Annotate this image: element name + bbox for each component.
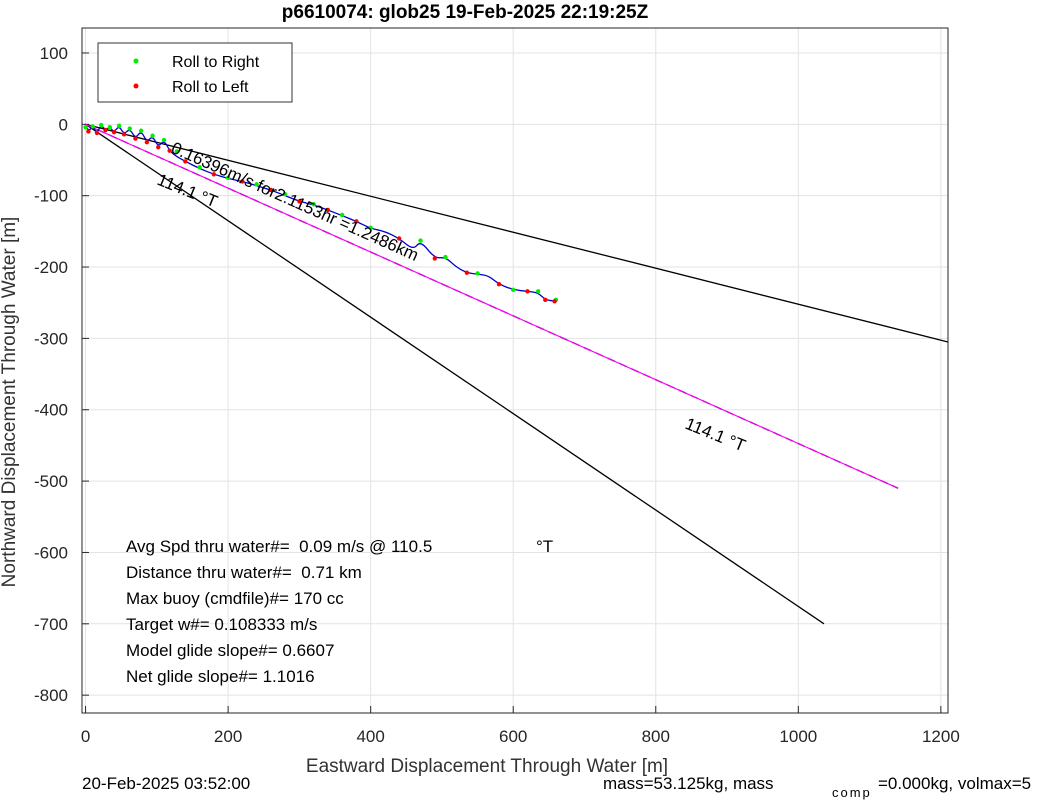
y-tick-label: 100 xyxy=(40,44,68,63)
roll-left-marker xyxy=(240,179,245,184)
roll-right-marker xyxy=(83,124,88,130)
roll-right-marker xyxy=(90,124,95,129)
grid xyxy=(82,28,948,713)
y-tick-label: -400 xyxy=(34,401,68,420)
footer-timestamp: 20-Feb-2025 03:52:00 xyxy=(82,774,250,793)
roll-left-marker xyxy=(183,159,188,164)
roll-right-marker xyxy=(282,192,288,197)
stat-max-buoy: Max buoy (cmdfile)#= 170 cc xyxy=(126,589,344,608)
roll-right-marker xyxy=(254,182,259,187)
legend-label-roll-left: Roll to Left xyxy=(172,79,249,96)
roll-right-marker xyxy=(99,122,104,128)
roll-right-marker xyxy=(418,238,423,243)
roll-right-marker xyxy=(116,123,122,128)
legend-box xyxy=(97,42,293,103)
roll-left-marker xyxy=(94,130,100,136)
roll-left-marker xyxy=(103,127,108,133)
roll-left-marker xyxy=(121,132,127,137)
x-tick-label: 400 xyxy=(356,727,384,746)
footer-mass-info: mass=53.125kg, mass xyxy=(603,774,774,793)
footer-volmax-info: =0.000kg, volmax=5 xyxy=(878,774,1031,793)
roll-right-marker xyxy=(368,225,373,230)
y-tick-label: -500 xyxy=(34,472,68,491)
heading-line-0 xyxy=(85,123,949,343)
roll-left-marker xyxy=(297,199,302,204)
y-tick-label: -800 xyxy=(34,686,68,705)
roll-left-marker xyxy=(111,129,117,135)
y-axis-label: Northward Displacement Through Water [m] xyxy=(0,217,20,588)
y-tick-label: -300 xyxy=(34,329,68,348)
roll-left-marker xyxy=(156,144,161,150)
roll-left-marker xyxy=(354,219,359,224)
roll-right-marker xyxy=(311,202,316,207)
axes-border xyxy=(81,27,949,714)
roll-left-marker xyxy=(268,187,274,193)
roll-right-marker xyxy=(475,271,480,276)
roll-right-marker xyxy=(107,124,112,130)
footer-mass-subscript: comp xyxy=(832,785,872,800)
roll-left-marker xyxy=(133,136,138,141)
heading-line-3 xyxy=(85,123,899,489)
roll-left-marker xyxy=(167,148,172,153)
stat-net-glide-slope: Net glide slope#= 1.1016 xyxy=(126,667,315,686)
roll-right-marker xyxy=(161,137,167,143)
roll-right-marker xyxy=(197,164,202,170)
y-tick-label: -600 xyxy=(34,543,68,562)
stat-target-w: Target w#= 0.108333 m/s xyxy=(126,615,317,634)
x-tick-label: 600 xyxy=(499,727,527,746)
roll-right-marker xyxy=(127,126,132,131)
roll-right-marker xyxy=(225,175,231,181)
x-tick-label: 800 xyxy=(642,727,670,746)
roll-left-marker xyxy=(211,172,217,177)
roll-left-marker xyxy=(144,139,150,145)
stat-avg-speed-unit: °T xyxy=(536,537,553,556)
heading-line-1 xyxy=(85,123,825,625)
legend-label-roll-right: Roll to Right xyxy=(172,54,260,71)
legend-marker-roll-left xyxy=(133,83,139,89)
x-tick-label: 0 xyxy=(81,727,90,746)
roll-left-marker xyxy=(496,281,502,287)
roll-right-marker xyxy=(443,254,448,260)
roll-markers xyxy=(83,122,559,304)
roll-right-marker xyxy=(511,287,516,293)
stat-avg-speed: Avg Spd thru water#= 0.09 m/s @ 110.5 xyxy=(126,537,432,556)
tick-labels: 0 200 400 600 800 1000 12001000-100-200-300-40… xyxy=(34,44,960,746)
plot-background xyxy=(82,28,948,713)
roll-right-marker xyxy=(339,212,345,218)
x-tick-label: 1200 xyxy=(922,727,960,746)
axes-frame xyxy=(81,27,949,714)
heading-lines xyxy=(85,123,949,625)
legend-marker-roll-right xyxy=(133,58,139,64)
y-tick-label: -700 xyxy=(34,615,68,634)
x-axis-label: Eastward Displacement Through Water [m] xyxy=(306,756,668,777)
roll-left-marker xyxy=(543,297,548,303)
y-tick-label: -200 xyxy=(34,258,68,277)
roll-right-marker xyxy=(174,149,179,154)
roll-right-marker xyxy=(150,133,155,138)
roll-right-marker xyxy=(535,289,541,294)
roll-right-marker xyxy=(138,128,144,133)
roll-left-marker xyxy=(396,236,402,241)
x-tick-label: 200 xyxy=(214,727,242,746)
roll-left-marker xyxy=(464,270,470,275)
roll-left-marker xyxy=(432,256,438,261)
y-tick-label: -100 xyxy=(34,187,68,206)
roll-left-marker xyxy=(525,289,530,294)
y-tick-label: 0 xyxy=(59,115,68,134)
roll-left-marker xyxy=(552,299,557,304)
x-tick-label: 1000 xyxy=(779,727,817,746)
stats-block: Avg Spd thru water#= 0.09 m/s @ 110.5 °T… xyxy=(126,537,553,686)
roll-left-marker xyxy=(86,129,91,134)
stat-model-glide-slope: Model glide slope#= 0.6607 xyxy=(126,641,334,660)
chart-title: p6610074: glob25 19-Feb-2025 22:19:25Z xyxy=(282,2,649,23)
stat-distance: Distance thru water#= 0.71 km xyxy=(126,563,362,582)
legend: Roll to Right Roll to Left xyxy=(97,42,293,103)
roll-left-marker xyxy=(325,207,331,213)
